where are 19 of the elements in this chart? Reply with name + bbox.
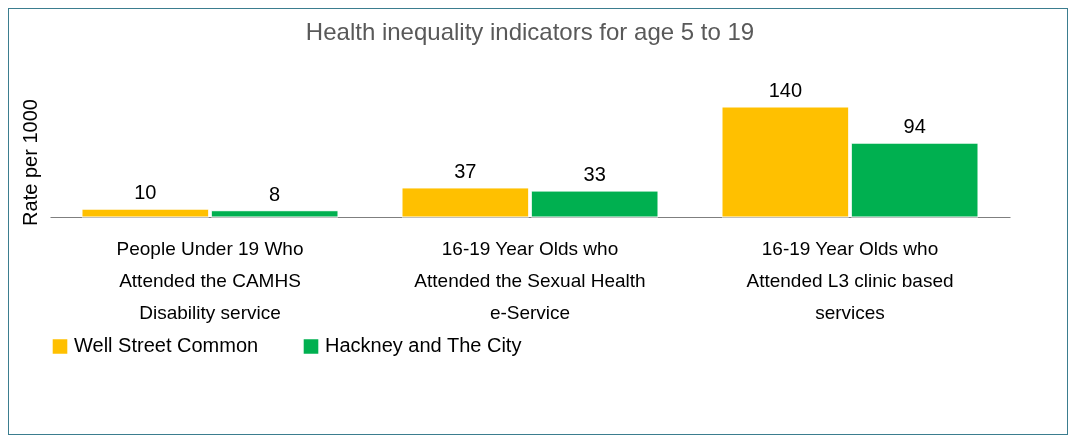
- data-label: 10: [134, 181, 157, 204]
- bar: [81, 208, 210, 218]
- x-tick-label: 16-19 Year Olds who Attended the Sexual Health e-Service: [414, 237, 646, 323]
- legend-label: Hackney and The City: [325, 334, 522, 357]
- data-label: 8: [269, 182, 281, 205]
- chart-title: Health inequality indicators for age 5 to 19: [305, 18, 755, 45]
- bar: [721, 106, 850, 218]
- data-label: 94: [903, 115, 926, 138]
- bar: [401, 187, 530, 218]
- data-label: 37: [454, 159, 477, 182]
- legend-label: Well Street Common: [74, 334, 259, 357]
- x-tick-label: People Under 19 Who Attended the CAMHS Disability service: [116, 237, 304, 323]
- bar: [210, 210, 339, 218]
- data-label: 140: [768, 79, 803, 101]
- bar: [530, 190, 659, 218]
- data-label: 33: [583, 163, 606, 186]
- x-tick-label: 16-19 Year Olds who Attended L3 clinic based services: [746, 237, 954, 323]
- y-axis-title: Rate per 1000: [18, 99, 41, 226]
- bar: [850, 142, 979, 218]
